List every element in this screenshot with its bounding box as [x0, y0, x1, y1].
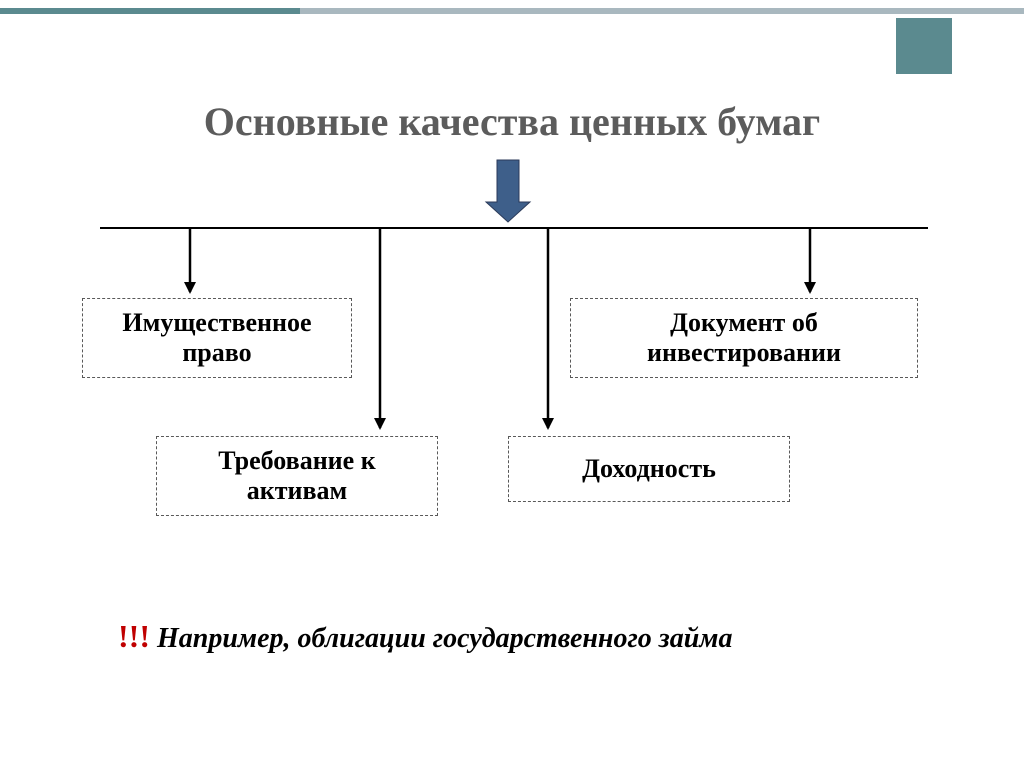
footer-exclaim: !!!: [118, 618, 150, 654]
top-bar-right: [300, 8, 1024, 14]
footer-note: !!! Например, облигации государственного…: [118, 618, 733, 655]
node-investment-doc: Документ об инвестировании: [570, 298, 918, 378]
node-property-right: Имущественное право: [82, 298, 352, 378]
top-bar-left: [0, 8, 300, 14]
top-accent-border: [0, 0, 1024, 18]
node-profitability: Доходность: [508, 436, 790, 502]
node-asset-claim: Требование к активам: [156, 436, 438, 516]
slide-title: Основные качества ценных бумаг: [72, 98, 952, 145]
corner-accent-square: [896, 18, 952, 74]
footer-text: Например, облигации государственного зай…: [150, 623, 733, 654]
